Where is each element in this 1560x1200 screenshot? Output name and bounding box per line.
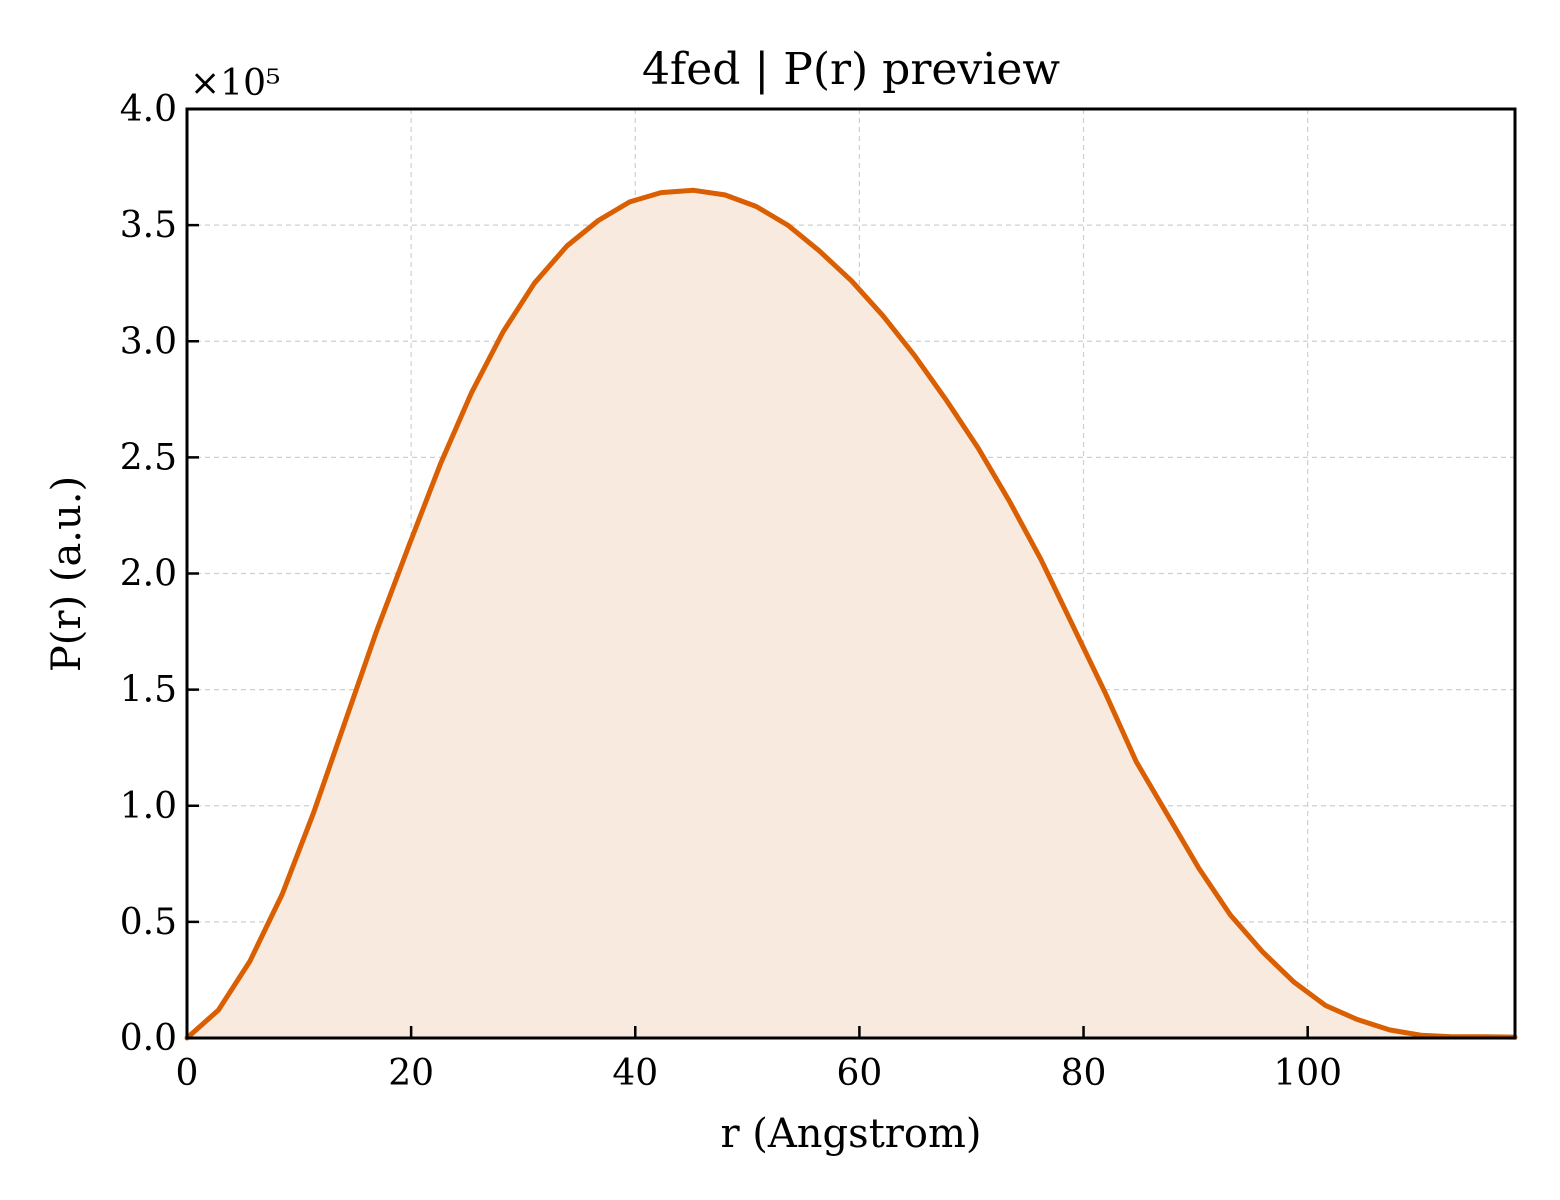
- series-line-layer: [184, 187, 1518, 1041]
- plot-frame: [185, 107, 1517, 1040]
- y-tick-label: 1.5: [120, 670, 177, 711]
- y-axis-offset-label: ×10⁵: [190, 63, 280, 104]
- y-tick-label: 3.5: [120, 205, 177, 246]
- pr-area-fill: [187, 190, 1515, 1039]
- pr-series-line: [184, 187, 1518, 1041]
- x-tick-label: 0: [176, 1053, 199, 1094]
- x-tick-label: 20: [388, 1053, 434, 1094]
- y-tick-label: 0.5: [120, 902, 177, 943]
- y-tick-label: 4.0: [120, 89, 177, 130]
- y-axis-label: P(r) (a.u.): [44, 476, 90, 672]
- y-tick-label: 2.5: [120, 437, 177, 478]
- ticks: 0 20 40 60 80 100 0.0 0.5 1.0 1.5 2.0 2.5 3.0 3.5 4.0: [120, 89, 1342, 1094]
- x-tick-label: 100: [1273, 1053, 1342, 1094]
- x-tick-label: 60: [836, 1053, 882, 1094]
- y-tick-label: 0.0: [120, 1018, 177, 1059]
- area-fill-layer: [187, 190, 1515, 1039]
- chart-title: 4fed | P(r) preview: [642, 44, 1060, 95]
- y-tick-label: 1.0: [120, 786, 177, 827]
- x-axis-label: r (Angstrom): [720, 1111, 981, 1157]
- x-tick-label: 40: [612, 1053, 658, 1094]
- y-tick-label: 2.0: [120, 554, 177, 595]
- x-tick-label: 80: [1061, 1053, 1107, 1094]
- y-tick-label: 3.0: [120, 321, 177, 362]
